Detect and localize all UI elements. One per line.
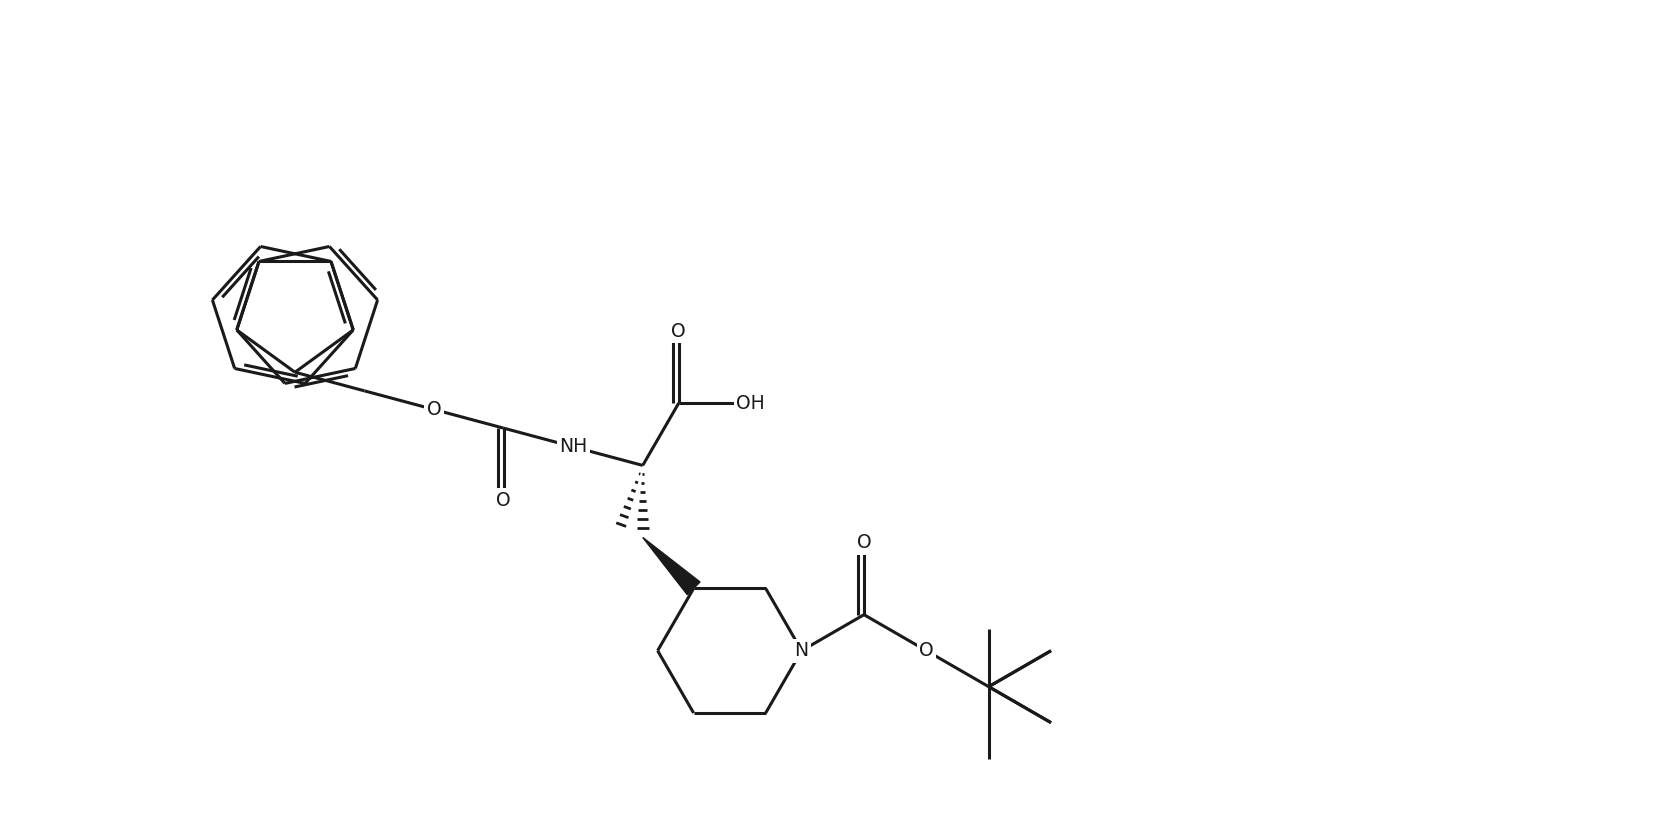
Polygon shape — [643, 538, 700, 594]
Text: O: O — [857, 533, 871, 553]
Text: O: O — [671, 322, 686, 341]
Text: OH: OH — [737, 393, 765, 413]
Text: O: O — [497, 491, 512, 510]
Text: N: N — [795, 641, 809, 660]
Text: O: O — [426, 400, 441, 419]
Text: O: O — [920, 641, 933, 660]
Text: NH: NH — [559, 438, 587, 456]
